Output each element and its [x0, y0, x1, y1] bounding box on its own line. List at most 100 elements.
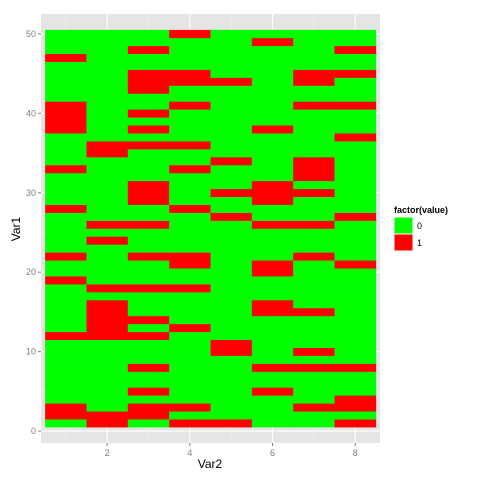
heatmap-cell	[251, 101, 294, 110]
heatmap-cell	[293, 347, 335, 356]
heatmap-cell	[293, 141, 335, 150]
heatmap-cell	[86, 220, 129, 229]
heatmap-cell	[334, 117, 377, 126]
heatmap-cell	[293, 252, 335, 261]
heatmap-cell	[45, 339, 87, 348]
heatmap-cell	[293, 284, 335, 293]
heatmap-cell	[210, 77, 253, 86]
heatmap-cell	[45, 315, 87, 325]
heatmap-cell	[251, 284, 294, 293]
heatmap-cell	[210, 109, 253, 118]
heatmap-cell	[86, 395, 129, 404]
heatmap-cell	[293, 69, 335, 78]
heatmap-cell	[86, 236, 129, 245]
heatmap-cell	[334, 419, 377, 428]
heatmap-cell	[127, 69, 170, 78]
heatmap-cell	[45, 61, 87, 70]
heatmap-cell	[86, 212, 129, 221]
heatmap-cell	[334, 387, 377, 396]
heatmap-cell	[251, 188, 294, 198]
heatmap-cell	[334, 363, 377, 372]
heatmap-cell	[293, 157, 335, 166]
heatmap-cell	[251, 93, 294, 102]
heatmap-cell	[334, 204, 377, 213]
heatmap-cell	[45, 212, 87, 221]
legend: factor(value) 0 1	[393, 205, 448, 252]
heatmap-cell	[45, 164, 87, 174]
heatmap-cell	[45, 268, 87, 277]
heatmap-cell	[127, 196, 170, 205]
heatmap-cell	[86, 53, 129, 62]
heatmap-cell	[127, 77, 170, 86]
heatmap-cell	[251, 419, 294, 428]
heatmap-cell	[334, 244, 377, 253]
heatmap-cell	[293, 276, 335, 285]
heatmap-cell	[169, 419, 211, 428]
heatmap-cell	[293, 300, 335, 309]
heatmap-cell	[210, 61, 253, 70]
heatmap-cell	[210, 188, 253, 198]
heatmap-cell	[210, 228, 253, 237]
heatmap-cell	[293, 419, 335, 428]
heatmap-cell	[293, 395, 335, 404]
heatmap-cell	[45, 29, 87, 39]
heatmap-cell	[169, 355, 211, 364]
heatmap-cell	[251, 117, 294, 126]
heatmap-cell	[169, 292, 211, 301]
heatmap-cell	[127, 371, 170, 380]
heatmap-cell	[127, 300, 170, 309]
heatmap-cell	[334, 125, 377, 134]
heatmap-cell	[210, 307, 253, 317]
heatmap-cell	[251, 85, 294, 94]
heatmap-cell	[127, 220, 170, 229]
heatmap-cell	[169, 149, 211, 158]
heatmap-cell	[86, 276, 129, 285]
heatmap-cell	[169, 379, 211, 388]
heatmap-cell	[169, 125, 211, 134]
heatmap-cell	[334, 323, 377, 333]
heatmap-cell	[334, 411, 377, 420]
heatmap-cell	[210, 387, 253, 396]
heatmap-cell	[86, 125, 129, 134]
heatmap-cell	[293, 339, 335, 348]
x-tick-label: 4	[187, 448, 192, 458]
heatmap-cell	[45, 331, 87, 341]
heatmap-cell	[210, 292, 253, 301]
heatmap-cell	[251, 69, 294, 78]
heatmap-cell	[169, 69, 211, 78]
heatmap-cell	[210, 37, 253, 47]
heatmap-cell	[293, 268, 335, 277]
heatmap-cell	[169, 323, 211, 333]
heatmap-cell	[293, 37, 335, 47]
heatmap-cell	[86, 387, 129, 396]
heatmap-cell	[293, 196, 335, 205]
heatmap-cell	[169, 109, 211, 118]
heatmap-cell	[127, 228, 170, 237]
heatmap-cell	[251, 172, 294, 182]
heatmap-cell	[334, 141, 377, 150]
heatmap-cell	[127, 53, 170, 62]
heatmap-cell	[169, 268, 211, 277]
heatmap-cell	[334, 77, 377, 86]
heatmap-cell	[127, 180, 170, 190]
heatmap-cell	[45, 101, 87, 110]
heatmap-cell	[210, 323, 253, 333]
heatmap-cell	[293, 61, 335, 70]
heatmap-cell	[127, 45, 170, 55]
heatmap-cell	[86, 164, 129, 174]
heatmap-cell	[251, 45, 294, 55]
heatmap-cell	[293, 411, 335, 420]
heatmap-cell	[86, 323, 129, 333]
x-tick-label: 8	[353, 448, 358, 458]
heatmap-cell	[169, 363, 211, 372]
heatmap-cell	[45, 228, 87, 237]
heatmap-cell	[334, 180, 377, 190]
heatmap-cell	[210, 141, 253, 150]
heatmap-cell	[251, 395, 294, 404]
heatmap-cell	[293, 212, 335, 221]
heatmap-cell	[45, 292, 87, 301]
heatmap-cell	[210, 252, 253, 261]
heatmap-cell	[127, 355, 170, 364]
heatmap-cell	[251, 252, 294, 261]
heatmap-cell	[45, 260, 87, 269]
